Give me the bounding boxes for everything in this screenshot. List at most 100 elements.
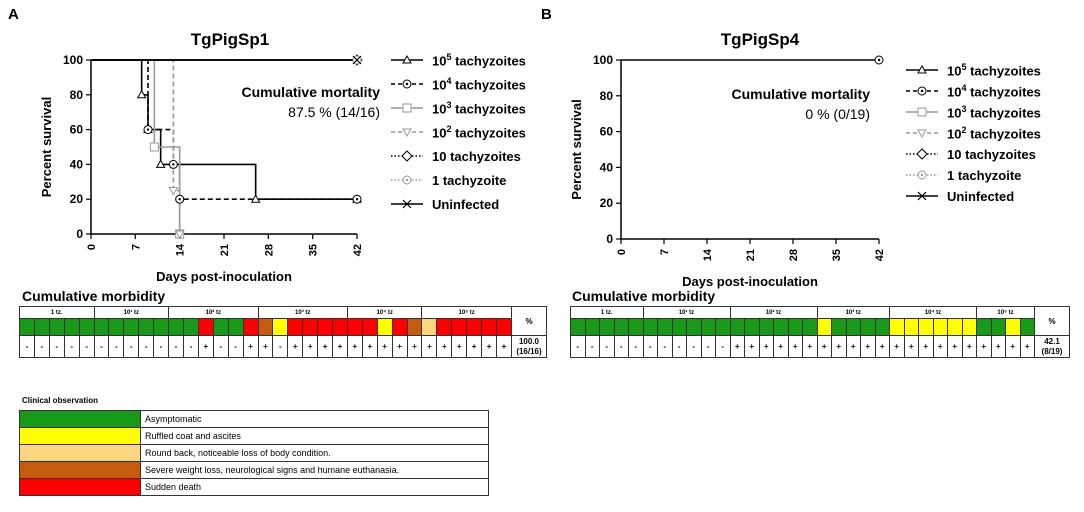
legend-marker <box>917 107 927 117</box>
data-point-series-1 <box>250 194 261 203</box>
morbidity-outcome-symbol: - <box>272 335 289 358</box>
morbidity-outcome-symbol: - <box>48 335 65 358</box>
clinical-row: Severe weight loss, neurological signs a… <box>19 461 489 479</box>
clinical-row: Asymptomatic <box>19 410 489 428</box>
clinical-description: Severe weight loss, neurological signs a… <box>140 461 489 479</box>
morbidity-cell <box>257 318 274 336</box>
morbidity-cell <box>421 318 438 336</box>
mortality-label-b: Cumulative mortality <box>731 86 870 102</box>
legend-entry: 105 tachyzoites <box>905 60 1041 80</box>
legend-label: 105 tachyzoites <box>432 51 526 69</box>
legend-symbol <box>906 107 938 117</box>
morbidity-outcome-symbol: - <box>613 335 629 358</box>
morbidity-outcome-symbol: + <box>302 335 319 358</box>
legend-marker <box>402 103 412 113</box>
morbidity-outcome-symbol: + <box>481 335 497 358</box>
morbidity-outcome-symbol: + <box>376 335 393 358</box>
morbidity-cell <box>302 318 319 336</box>
mortality-label-a: Cumulative mortality <box>241 84 380 100</box>
morbidity-outcome-symbol: - <box>715 335 731 358</box>
morbidity-outcome-symbol: + <box>406 335 423 358</box>
legend-marker <box>917 64 927 74</box>
morbidity-outcome-symbol: + <box>197 335 214 358</box>
legend-marker-dot <box>405 178 409 182</box>
morbidity-outcome-symbol: + <box>787 335 803 358</box>
panel-letter-b: B <box>541 6 552 23</box>
morbidity-outcome-symbol: + <box>889 335 905 358</box>
morbidity-outcome-symbol: + <box>1019 335 1035 358</box>
morbidity-outcome-symbol: + <box>391 335 408 358</box>
legend-marker <box>402 54 412 64</box>
legend-label: 1 tachyzoite <box>432 172 507 188</box>
morbidity-cell <box>182 318 199 336</box>
panel-letter-a: A <box>8 6 19 23</box>
morbidity-table-b: 1 tz. 10¹ tz 10² tz 10³ tz 10⁴ tz 10⁵ tz% - - - -… <box>570 306 1070 358</box>
morbidity-cell <box>436 318 453 336</box>
x-tick-label: 7 <box>659 249 671 255</box>
morbidity-outcome-symbol: + <box>961 335 977 358</box>
morbidity-cell <box>123 318 140 336</box>
legend-symbol <box>906 129 938 139</box>
clinical-legend-table: Asymptomatic Ruffled coat and ascites Roun… <box>19 410 489 496</box>
morbidity-outcome-symbol: + <box>816 335 832 358</box>
legend-marker-dot <box>920 89 924 93</box>
y-tick-label: 100 <box>63 53 83 67</box>
morbidity-cell <box>33 318 50 336</box>
morbidity-cell <box>570 318 586 336</box>
legend-label: 102 tachyzoites <box>947 124 1041 142</box>
morbidity-cell <box>642 318 658 336</box>
morbidity-group-header: 10⁴ tz <box>346 306 423 319</box>
y-tick-label: 40 <box>70 157 84 171</box>
morbidity-outcome-symbol: + <box>496 335 512 358</box>
x-tick-label: 21 <box>745 249 757 261</box>
survival-chart-a: 0 20 40 60 80 100 0 7 14 21 28 35 42 Days post-inocul… <box>39 53 364 284</box>
morbidity-cell <box>845 318 861 336</box>
morbidity-title-b: Cumulative morbidity <box>572 288 716 304</box>
morbidity-outcome-symbol: + <box>361 335 378 358</box>
morbidity-outcome-symbol: + <box>874 335 890 358</box>
morbidity-outcome-symbol: - <box>686 335 702 358</box>
y-tick-label: 20 <box>600 196 614 210</box>
survival-line-series-3 <box>91 59 181 234</box>
morbidity-cell <box>317 318 334 336</box>
legend-entry: 1 tachyzoite <box>905 165 1021 185</box>
x-axis-label: Days post-inoculation <box>682 274 818 289</box>
x-tick-label: 7 <box>130 244 142 250</box>
survival-line-series-1 <box>91 59 357 200</box>
morbidity-outcome-symbol: - <box>153 335 170 358</box>
morbidity-outcome-symbol: - <box>93 335 110 358</box>
legend-symbol <box>906 170 938 180</box>
morbidity-outcome-symbol: - <box>671 335 687 358</box>
morbidity-outcome-symbol: - <box>182 335 199 358</box>
morbidity-outcome-symbol: + <box>802 335 818 358</box>
morbidity-cell <box>138 318 155 336</box>
legend-label: 103 tachyzoites <box>947 103 1041 121</box>
legend-marker <box>402 128 412 138</box>
morbidity-cell <box>466 318 483 336</box>
morbidity-cell <box>197 318 214 336</box>
morbidity-group-header: 10³ tz <box>816 306 890 319</box>
morbidity-cell <box>1005 318 1021 336</box>
legend-entry: 104 tachyzoites <box>905 81 1041 101</box>
morbidity-cell <box>242 318 259 336</box>
data-point-series-2-dot <box>355 198 359 201</box>
chart-title-b: TgPigSp4 <box>720 30 800 49</box>
morbidity-cell <box>657 318 673 336</box>
morbidity-cell <box>802 318 818 336</box>
morbidity-cell <box>93 318 110 336</box>
morbidity-cell <box>227 318 244 336</box>
y-tick-label: 80 <box>70 88 84 102</box>
morbidity-cell <box>874 318 890 336</box>
morbidity-outcome-symbol: - <box>628 335 644 358</box>
morbidity-cell <box>889 318 905 336</box>
morbidity-group-header: 1 tz. <box>19 306 95 319</box>
legend-symbol <box>391 103 423 113</box>
x-tick-label: 35 <box>308 244 320 256</box>
morbidity-outcome-symbol: + <box>903 335 919 358</box>
legend-label: 104 tachyzoites <box>947 82 1041 100</box>
morbidity-title-a: Cumulative morbidity <box>22 288 166 304</box>
morbidity-cell <box>860 318 876 336</box>
morbidity-outcome-symbol: - <box>584 335 600 358</box>
mortality-value-b: 0 % (0/19) <box>805 106 870 122</box>
morbidity-outcome-symbol: + <box>932 335 948 358</box>
